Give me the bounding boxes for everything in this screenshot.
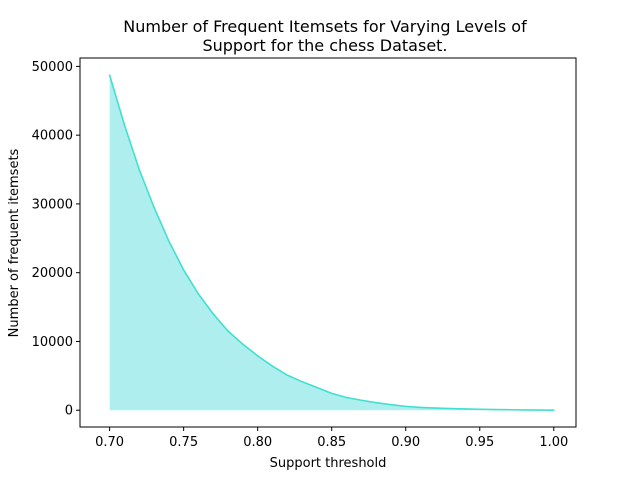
x-tick-label: 1.00: [539, 435, 568, 450]
chart-title-line-2: Support for the chess Dataset.: [202, 36, 447, 55]
data-point: [123, 124, 126, 126]
y-tick-label: 40000: [32, 129, 73, 144]
data-point: [434, 407, 437, 409]
axes-frame: [79, 57, 577, 428]
data-point: [508, 408, 511, 411]
data-point: [493, 408, 496, 411]
data-point: [212, 313, 215, 315]
y-tick-label: 30000: [32, 197, 73, 212]
y-axis-ticks: 0 10000 20000 30000 40000 50000: [32, 60, 80, 419]
data-point: [138, 168, 141, 171]
y-axis-label: Number of frequent itemsets: [7, 148, 22, 337]
x-tick-label: 0.70: [95, 435, 124, 450]
y-tick-label: 50000: [32, 60, 73, 75]
x-axis-ticks: 0.70 0.75 0.80 0.85 0.90 0.95 1.00: [95, 427, 568, 450]
data-point: [227, 330, 229, 332]
data-point: [360, 399, 363, 402]
data-point: [375, 401, 377, 404]
data-point: [242, 343, 244, 346]
data-point: [256, 355, 259, 357]
data-point: [345, 396, 348, 399]
plot-area: [108, 74, 555, 411]
data-point: [168, 240, 170, 242]
data-point: [523, 409, 525, 411]
data-point: [464, 408, 466, 410]
data-point: [404, 405, 407, 408]
data-point: [153, 206, 155, 209]
data-point: [538, 409, 540, 411]
data-point: [390, 403, 392, 406]
series-area-fill: [109, 75, 554, 411]
data-point: [552, 409, 555, 411]
data-point: [449, 407, 451, 410]
data-point: [478, 408, 481, 411]
data-point: [197, 293, 200, 295]
data-point: [316, 386, 318, 389]
data-point: [330, 392, 333, 395]
y-tick-label: 0: [65, 404, 73, 419]
data-point: [301, 380, 303, 383]
data-point: [271, 365, 274, 368]
x-tick-label: 0.75: [169, 435, 198, 450]
x-tick-label: 0.85: [317, 435, 346, 450]
y-tick-label: 20000: [32, 266, 73, 281]
data-point: [108, 74, 111, 76]
chart-title-line-1: Number of Frequent Itemsets for Varying …: [123, 17, 527, 36]
x-tick-label: 0.80: [243, 435, 272, 450]
x-axis-label: Support threshold: [270, 456, 387, 471]
y-tick-label: 10000: [32, 335, 73, 350]
data-point: [182, 269, 185, 271]
data-point: [286, 374, 289, 376]
x-tick-label: 0.95: [465, 435, 494, 450]
data-point: [419, 406, 422, 409]
x-tick-label: 0.90: [391, 435, 420, 450]
